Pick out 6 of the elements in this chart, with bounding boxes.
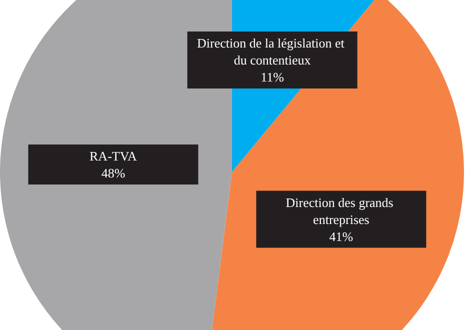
slice-label: RA-TVA — [90, 148, 138, 164]
data-label: 41% — [329, 228, 354, 244]
data-label: 11% — [260, 70, 284, 85]
data-label: 48% — [101, 166, 126, 181]
slice-label: Direction de la législation et du contentieux — [197, 36, 348, 68]
slice-label: Direction des grands entreprises — [286, 194, 397, 227]
